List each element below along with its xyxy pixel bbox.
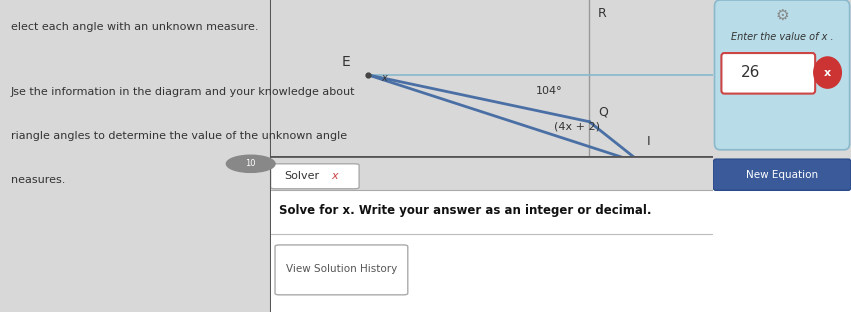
FancyBboxPatch shape <box>271 164 359 189</box>
Text: Solver: Solver <box>284 171 319 181</box>
Text: Solve for x. Write your answer as an integer or decimal.: Solve for x. Write your answer as an int… <box>279 204 652 217</box>
Text: Enter the value of x .: Enter the value of x . <box>731 32 833 42</box>
Text: 26: 26 <box>740 65 760 80</box>
FancyBboxPatch shape <box>715 0 849 150</box>
Text: I: I <box>647 135 650 148</box>
Text: Q: Q <box>598 105 608 119</box>
Text: (4x + 2): (4x + 2) <box>554 121 600 131</box>
Text: elect each angle with an unknown measure.: elect each angle with an unknown measure… <box>11 22 259 32</box>
FancyBboxPatch shape <box>271 190 713 312</box>
Text: R: R <box>598 7 607 20</box>
Text: neasures.: neasures. <box>11 175 66 185</box>
Text: riangle angles to determine the value of the unknown angle: riangle angles to determine the value of… <box>11 131 347 141</box>
Text: View Solution History: View Solution History <box>286 264 397 274</box>
Text: 10: 10 <box>245 159 256 168</box>
Circle shape <box>814 57 842 88</box>
Text: x: x <box>381 73 387 83</box>
Text: x: x <box>824 67 831 78</box>
Text: x: x <box>332 171 338 181</box>
Text: Jse the information in the diagram and your knowledge about: Jse the information in the diagram and y… <box>11 87 356 97</box>
FancyBboxPatch shape <box>713 159 851 190</box>
Text: ⚙: ⚙ <box>775 8 789 23</box>
FancyBboxPatch shape <box>722 53 815 94</box>
Text: E: E <box>341 55 350 69</box>
FancyBboxPatch shape <box>275 245 408 295</box>
Text: 104°: 104° <box>536 85 563 95</box>
Text: New Equation: New Equation <box>746 170 818 180</box>
Circle shape <box>226 155 275 173</box>
FancyBboxPatch shape <box>713 190 851 312</box>
